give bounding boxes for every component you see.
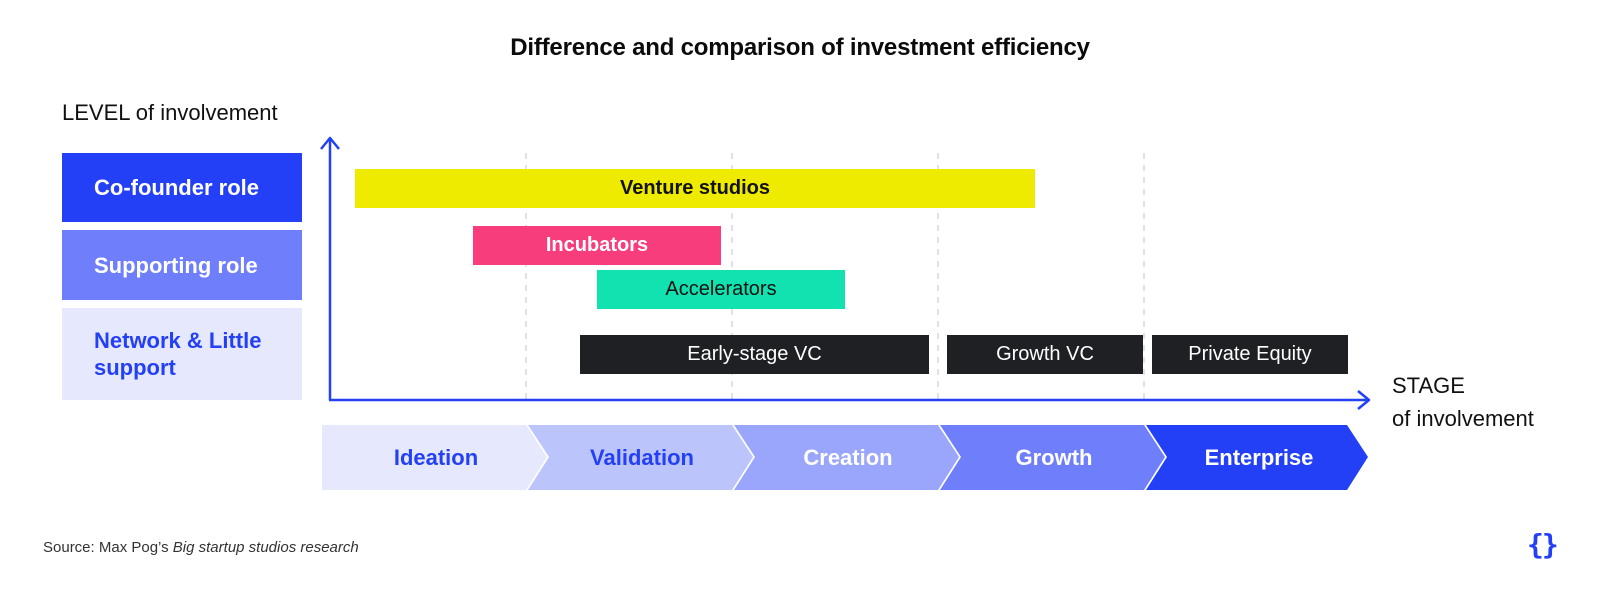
x-axis-label: STAGE of involvement (1392, 369, 1534, 435)
chevron-enterprise (1146, 425, 1368, 490)
stage-validation: Validation (590, 444, 694, 470)
role-network: Network & Little support (62, 308, 302, 400)
source-title: Big startup studios research (172, 539, 359, 556)
source-note: Source: Max Pog’s Big startup studios re… (43, 539, 359, 556)
role-supporting: Supporting role (62, 230, 302, 300)
x-axis-arrow-icon (1357, 390, 1371, 410)
bar-incubators: Incubators (473, 226, 721, 265)
chevron-creation (734, 425, 959, 490)
stage-growth: Growth (1015, 444, 1093, 470)
bar-growth-vc: Growth VC (947, 335, 1143, 374)
bar-private-equity: Private Equity (1152, 335, 1348, 374)
stage-enterprise: Enterprise (1204, 444, 1314, 470)
chevron-ideation (322, 425, 547, 490)
source-prefix: Source: Max Pog’s (43, 539, 173, 556)
stage-ideation: Ideation (393, 444, 479, 470)
x-axis-label-line2: of involvement (1392, 406, 1534, 431)
stage-creation: Creation (803, 444, 893, 470)
curly-braces-icon: {} (1527, 528, 1559, 561)
y-axis-label: LEVEL of involvement (62, 100, 278, 125)
chevron-validation (528, 425, 753, 490)
role-cofounder: Co-founder role (62, 153, 302, 222)
chevron-growth (940, 425, 1165, 490)
diagram-title: Difference and comparison of investment … (510, 34, 1090, 61)
y-axis-arrow-icon (320, 136, 340, 150)
bar-venture-studios: Venture studios (355, 169, 1035, 208)
bar-early-stage-vc: Early-stage VC (580, 335, 929, 374)
x-axis-label-line1: STAGE (1392, 373, 1465, 398)
bar-accelerators: Accelerators (597, 270, 845, 309)
